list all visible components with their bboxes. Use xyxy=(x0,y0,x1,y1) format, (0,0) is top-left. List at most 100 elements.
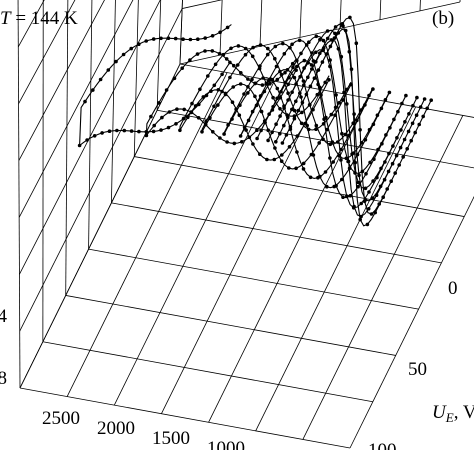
floor-grid-line xyxy=(65,295,396,356)
data-point xyxy=(282,123,286,128)
data-point xyxy=(403,120,407,124)
data-point xyxy=(395,136,399,140)
z-tick-label: 08 xyxy=(0,368,7,389)
data-point xyxy=(286,98,290,102)
data-point xyxy=(422,97,427,101)
data-point xyxy=(340,22,345,26)
data-point xyxy=(271,95,275,100)
data-point xyxy=(261,76,265,80)
side-wall-grid-line xyxy=(18,0,105,161)
data-point xyxy=(182,116,186,121)
data-point xyxy=(174,122,178,126)
data-point xyxy=(275,77,280,82)
floor-grid-line xyxy=(111,202,442,264)
data-point xyxy=(323,80,328,85)
data-point xyxy=(166,36,171,40)
data-point xyxy=(348,15,352,20)
side-wall-grid-line xyxy=(19,63,181,389)
x-tick-label: 2500 xyxy=(42,408,80,429)
data-point xyxy=(341,195,345,199)
data-point xyxy=(253,81,258,86)
panel-label: (b) xyxy=(432,8,454,29)
data-point xyxy=(355,118,359,123)
data-point xyxy=(238,103,242,107)
data-point xyxy=(181,37,185,41)
data-point xyxy=(224,57,229,61)
data-point xyxy=(391,144,395,148)
data-point xyxy=(226,123,230,127)
data-point xyxy=(320,60,325,64)
data-point xyxy=(258,64,262,68)
data-point xyxy=(343,28,348,33)
data-point xyxy=(244,128,248,132)
data-point xyxy=(297,38,302,43)
data-point xyxy=(242,92,246,96)
data-point xyxy=(164,88,169,92)
hysteresis-curve xyxy=(144,49,298,146)
data-point xyxy=(83,99,87,104)
data-point xyxy=(92,134,97,138)
data-point xyxy=(129,129,134,133)
data-point xyxy=(299,51,303,56)
data-point xyxy=(329,112,334,117)
chart-title-rest: = 144 K xyxy=(11,8,78,29)
data-point xyxy=(363,103,367,107)
data-point xyxy=(383,160,387,164)
data-point xyxy=(284,133,289,137)
data-point xyxy=(409,138,414,143)
data-point xyxy=(364,172,368,176)
data-point xyxy=(311,107,315,112)
data-point xyxy=(175,107,179,111)
data-point xyxy=(328,44,333,49)
data-point xyxy=(334,93,338,97)
back-wall-grid-line xyxy=(459,0,461,3)
data-point xyxy=(267,112,271,116)
data-point xyxy=(300,110,304,115)
data-point xyxy=(359,201,364,206)
data-point xyxy=(280,153,284,157)
data-point xyxy=(193,104,198,108)
data-point xyxy=(188,58,192,62)
data-point xyxy=(331,160,336,164)
data-point xyxy=(198,87,202,92)
data-point xyxy=(283,70,287,75)
data-point xyxy=(321,137,325,142)
data-point xyxy=(281,41,285,46)
data-point xyxy=(246,77,250,81)
x-axis-ticks: 2500 2000 1500 1000 500 xyxy=(42,408,295,450)
data-point xyxy=(186,115,190,120)
data-point xyxy=(196,37,200,41)
data-point xyxy=(121,52,126,57)
data-point xyxy=(316,82,320,87)
z-axis-ticks: 00408 xyxy=(0,306,8,389)
data-point xyxy=(406,129,411,134)
data-point xyxy=(380,141,384,146)
side-wall-grid-line xyxy=(88,0,93,250)
data-point xyxy=(211,130,215,134)
data-point xyxy=(292,116,297,121)
data-point xyxy=(232,63,236,68)
data-point xyxy=(151,129,156,134)
data-point xyxy=(317,141,322,145)
floor-grid-line xyxy=(208,98,369,423)
data-point xyxy=(280,141,285,145)
data-point xyxy=(375,175,379,180)
data-point xyxy=(415,95,419,100)
data-point xyxy=(398,145,403,150)
data-point xyxy=(304,92,309,97)
hysteresis-curve-path xyxy=(179,45,330,161)
x-tick-label: 1000 xyxy=(207,438,245,450)
data-point xyxy=(325,36,330,41)
data-point xyxy=(260,83,265,87)
data-point xyxy=(278,69,282,74)
data-point xyxy=(358,128,362,132)
data-point xyxy=(321,46,326,50)
data-point xyxy=(374,193,379,197)
data-point xyxy=(336,47,341,51)
data-point xyxy=(265,52,270,57)
data-point xyxy=(203,49,207,53)
data-point xyxy=(216,88,221,92)
y-axis-ticks: 100500−50−100 xyxy=(368,278,458,450)
data-point xyxy=(306,75,310,80)
data-point xyxy=(173,36,178,41)
